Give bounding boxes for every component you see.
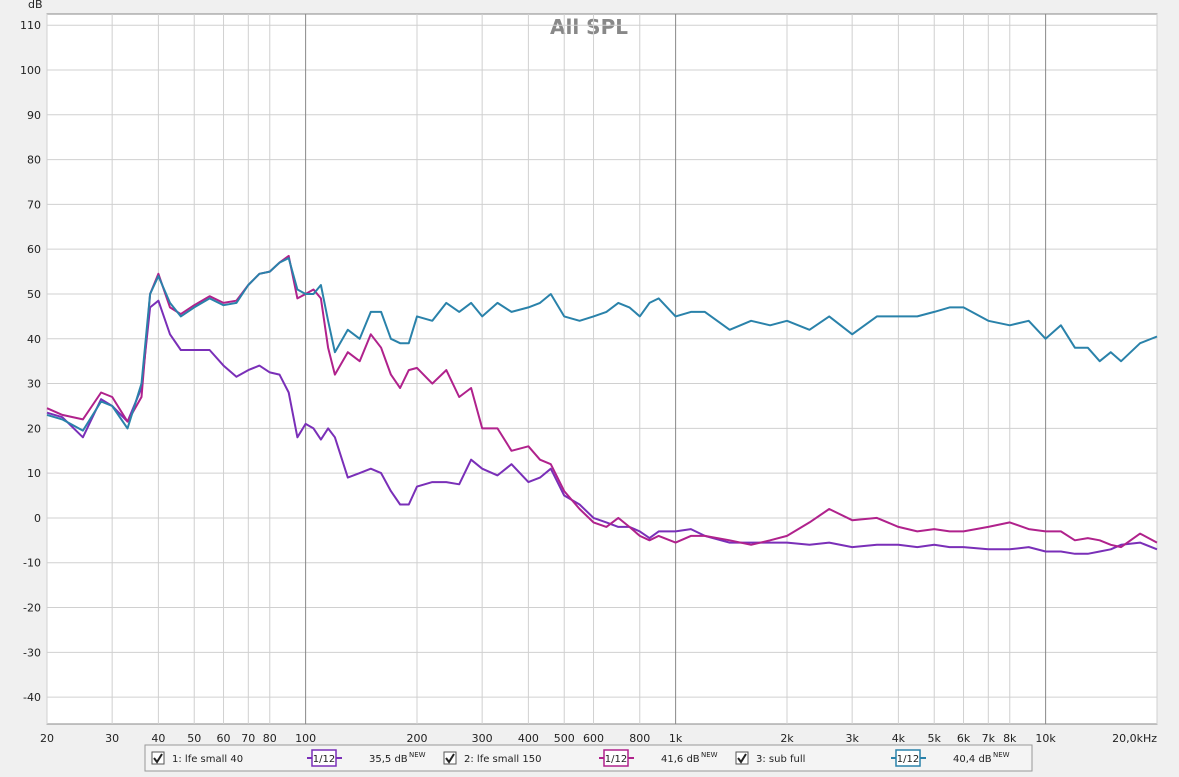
x-tick-label: 3k: [845, 732, 859, 745]
x-tick-label: 500: [554, 732, 575, 745]
series-line: [46, 299, 1158, 555]
legend-level: 35,5 dB: [369, 754, 408, 765]
check-mark: [445, 753, 455, 764]
x-tick-label: 10k: [1035, 732, 1056, 745]
check-mark: [737, 753, 747, 764]
chart-title: All SPL: [550, 15, 628, 39]
legend-box: [144, 744, 1033, 772]
smoothing-box: [311, 749, 337, 767]
legend-level-tag: NEW: [993, 751, 1010, 759]
legend-label: 1: lfe small 40: [172, 754, 243, 765]
y-tick-label: 50: [27, 288, 41, 301]
y-tick-label: 60: [27, 243, 41, 256]
y-tick-label: 100: [20, 64, 41, 77]
smoothing-box: [603, 749, 629, 767]
x-tick-label: 2k: [780, 732, 794, 745]
y-tick-label: 0: [34, 512, 41, 525]
smoothing-label: 1/12: [605, 754, 627, 765]
x-tick-label: 7k: [982, 732, 996, 745]
legend-level-tag: NEW: [409, 751, 426, 759]
x-tick-label: 20,0kHz: [1112, 732, 1157, 745]
plot-area: [46, 13, 1158, 725]
series-line: [46, 257, 1158, 432]
x-tick-label: 1k: [669, 732, 683, 745]
x-tick-label: 30: [105, 732, 119, 745]
x-tick-label: 400: [518, 732, 539, 745]
y-tick-label: -40: [23, 691, 41, 704]
x-tick-label: 300: [472, 732, 493, 745]
x-tick-label: 200: [407, 732, 428, 745]
legend-label: 3: sub full: [756, 754, 805, 765]
y-tick-label: 90: [27, 109, 41, 122]
x-tick-label: 50: [187, 732, 201, 745]
y-tick-label: 20: [27, 422, 41, 435]
x-tick-label: 5k: [928, 732, 942, 745]
legend-level: 41,6 dB: [661, 754, 700, 765]
legend-label: 2: lfe small 150: [464, 754, 541, 765]
x-tick-label: 100: [295, 732, 316, 745]
x-tick-label: 8k: [1003, 732, 1017, 745]
x-tick-label: 60: [217, 732, 231, 745]
y-tick-label: -20: [23, 602, 41, 615]
grid: [46, 14, 1158, 724]
x-tick-label: 4k: [892, 732, 906, 745]
y-tick-label: 40: [27, 333, 41, 346]
x-tick-label: 70: [241, 732, 255, 745]
y-tick-label: 70: [27, 198, 41, 211]
legend-level: 40,4 dB: [953, 754, 992, 765]
y-tick-label: 30: [27, 378, 41, 391]
y-tick-label: 80: [27, 154, 41, 167]
smoothing-label: 1/12: [897, 754, 919, 765]
check-mark: [153, 753, 163, 764]
x-tick-label: 20: [40, 732, 54, 745]
y-tick-label: 110: [20, 19, 41, 32]
x-tick-label: 6k: [957, 732, 971, 745]
x-tick-label: 40: [151, 732, 165, 745]
legend-level-tag: NEW: [701, 751, 718, 759]
series-line: [46, 254, 1158, 549]
x-tick-label: 600: [583, 732, 604, 745]
x-tick-label: 800: [629, 732, 650, 745]
smoothing-box: [895, 749, 921, 767]
y-tick-label: 10: [27, 467, 41, 480]
y-tick-label: -10: [23, 557, 41, 570]
x-tick-label: 80: [263, 732, 277, 745]
y-tick-label: -30: [23, 646, 41, 659]
smoothing-label: 1/12: [313, 754, 335, 765]
y-axis-label: dB: [28, 0, 43, 11]
